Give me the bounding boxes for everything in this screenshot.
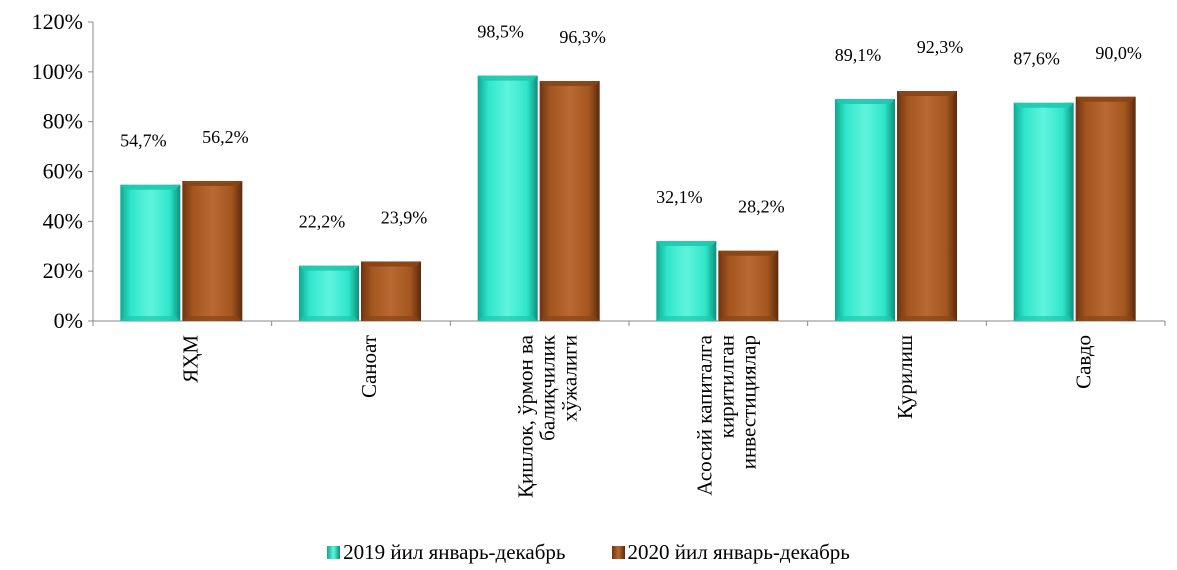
x-category-label-line: ЯҲМ bbox=[178, 335, 202, 383]
x-category-label-line: хўжалиги bbox=[558, 335, 582, 422]
y-tick-label: 60% bbox=[43, 159, 83, 184]
legend-label-2019: 2019 йил январь-декабрь bbox=[343, 539, 566, 564]
x-category-label-line: Савдо bbox=[1072, 335, 1096, 389]
x-category-label: ЯҲМ bbox=[178, 335, 202, 383]
legend-swatch-2019 bbox=[327, 545, 341, 559]
x-category-label-line: Қурилиш bbox=[893, 335, 917, 419]
legend-item-2020: 2020 йил январь-декабрь bbox=[611, 539, 850, 565]
x-category-label: Қурилиш bbox=[893, 335, 917, 419]
bar-2019-3 bbox=[656, 241, 717, 321]
x-category-label: Савдо bbox=[1072, 335, 1096, 389]
x-category-label-line: инвестициялар bbox=[736, 335, 760, 469]
bar-2019-0 bbox=[120, 184, 181, 321]
legend: 2019 йил январь-декабрь 2020 йил январь-… bbox=[0, 538, 1177, 566]
bar-2020-4 bbox=[897, 91, 957, 321]
bar-2020-0 bbox=[182, 180, 243, 321]
data-label: 23,9% bbox=[381, 207, 428, 227]
bar-2019-5 bbox=[1013, 102, 1074, 321]
y-tick-label: 120% bbox=[32, 9, 83, 34]
bar-2019-2 bbox=[477, 75, 538, 321]
legend-item-2019: 2019 йил январь-декабрь bbox=[327, 539, 566, 565]
x-category-label-line: Асосий капиталга bbox=[692, 334, 716, 495]
bar-2019-1 bbox=[299, 265, 359, 321]
bar-2020-3 bbox=[718, 250, 779, 321]
data-label: 92,3% bbox=[917, 37, 964, 57]
data-label: 22,2% bbox=[299, 212, 346, 232]
y-tick-label: 100% bbox=[32, 59, 83, 84]
data-label: 96,3% bbox=[559, 27, 606, 47]
bar-2020-2 bbox=[539, 81, 600, 322]
bar-2019-4 bbox=[835, 98, 895, 322]
y-tick-label: 80% bbox=[43, 109, 83, 134]
x-category-label: Саноат bbox=[357, 335, 381, 398]
y-tick-label: 0% bbox=[54, 308, 83, 333]
y-tick-label: 20% bbox=[43, 258, 83, 283]
x-category-label-line: Қишлок, ўрмон ва bbox=[514, 334, 538, 498]
legend-label-2020: 2020 йил январь-декабрь bbox=[627, 539, 850, 564]
data-label: 56,2% bbox=[202, 127, 249, 147]
x-category-label-line: балиқчилик bbox=[536, 334, 560, 441]
legend-swatch-2020 bbox=[611, 545, 625, 559]
data-label: 28,2% bbox=[738, 197, 785, 217]
data-label: 90,0% bbox=[1095, 43, 1142, 63]
x-category-label-line: Саноат bbox=[357, 335, 381, 398]
data-label: 89,1% bbox=[835, 45, 882, 65]
data-label: 54,7% bbox=[120, 131, 167, 151]
data-label: 98,5% bbox=[477, 22, 524, 42]
bar-2020-1 bbox=[361, 261, 421, 321]
y-tick-label: 40% bbox=[43, 208, 83, 233]
data-label: 87,6% bbox=[1013, 49, 1060, 69]
data-label: 32,1% bbox=[656, 187, 703, 207]
bar-2020-5 bbox=[1075, 96, 1136, 321]
x-category-label-line: киритилган bbox=[714, 335, 738, 438]
